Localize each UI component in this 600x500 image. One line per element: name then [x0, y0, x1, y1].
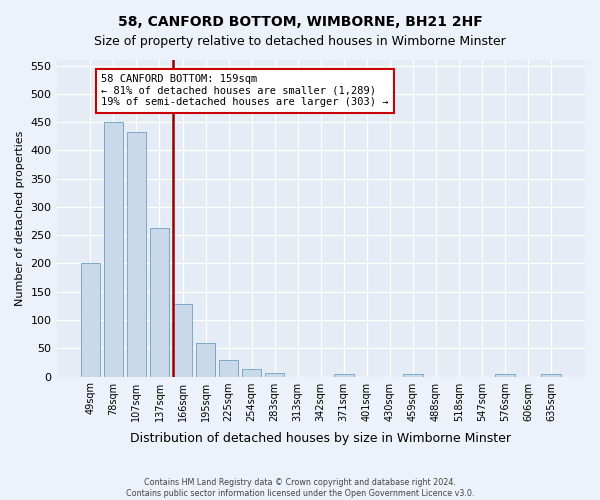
Text: Contains HM Land Registry data © Crown copyright and database right 2024.
Contai: Contains HM Land Registry data © Crown c… [126, 478, 474, 498]
Bar [173, 304, 193, 376]
Text: 58, CANFORD BOTTOM, WIMBORNE, BH21 2HF: 58, CANFORD BOTTOM, WIMBORNE, BH21 2HF [118, 15, 482, 29]
Bar [219, 360, 238, 376]
Y-axis label: Number of detached properties: Number of detached properties [15, 130, 25, 306]
Bar [403, 374, 423, 376]
Bar [149, 228, 169, 376]
Bar [104, 122, 123, 376]
Bar [334, 374, 353, 376]
Bar [80, 264, 100, 376]
Text: 58 CANFORD BOTTOM: 159sqm
← 81% of detached houses are smaller (1,289)
19% of se: 58 CANFORD BOTTOM: 159sqm ← 81% of detac… [101, 74, 389, 108]
Text: Size of property relative to detached houses in Wimborne Minster: Size of property relative to detached ho… [94, 35, 506, 48]
Bar [127, 132, 146, 376]
Bar [242, 369, 262, 376]
Bar [265, 372, 284, 376]
Bar [496, 374, 515, 376]
Bar [541, 374, 561, 376]
X-axis label: Distribution of detached houses by size in Wimborne Minster: Distribution of detached houses by size … [130, 432, 511, 445]
Bar [196, 342, 215, 376]
